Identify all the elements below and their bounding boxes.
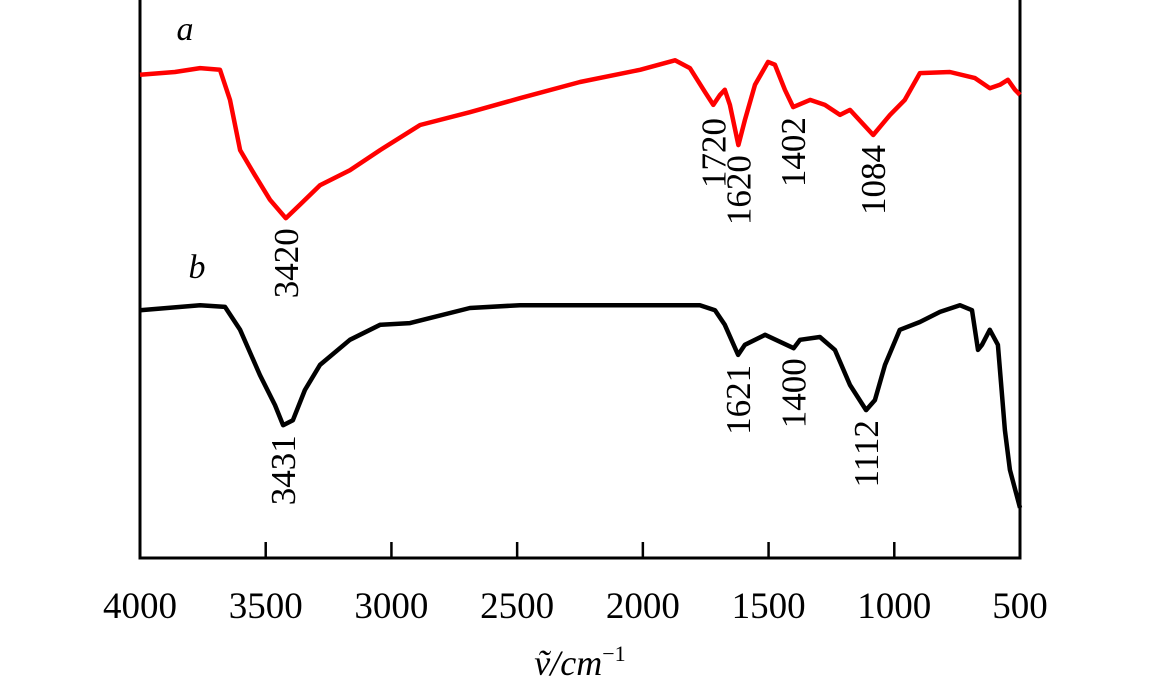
series-label-a: a: [177, 11, 194, 48]
peak-label: 1620: [719, 155, 758, 225]
x-axis-label-main: ṽ/cm: [534, 643, 602, 683]
x-tick-label: 2000: [606, 586, 680, 627]
peak-label: 1084: [854, 145, 893, 215]
peak-label: 1621: [719, 365, 758, 435]
axes: 4000 3500 3000 2500 2000 1500 1000 500: [103, 0, 1048, 627]
peak-label: 1112: [847, 420, 886, 487]
peak-label: 3420: [267, 228, 306, 298]
axis-frame: [138, 0, 1022, 560]
series-group: ab: [139, 11, 1023, 509]
x-axis-label: ṽ/cm−1: [534, 641, 625, 683]
x-tick-label: 2500: [480, 586, 554, 627]
peak-label: 1402: [774, 117, 813, 187]
peak-label: 1400: [775, 358, 814, 428]
x-tick-label: 3000: [354, 586, 428, 627]
x-axis-label-superscript: −1: [602, 641, 625, 666]
x-tick-label: 4000: [103, 586, 177, 627]
x-tick-label: 500: [992, 586, 1048, 627]
peak-label: 1720: [694, 118, 733, 188]
x-tick-label: 3500: [229, 586, 303, 627]
peak-label: 3431: [264, 435, 303, 505]
x-tick-label: 1500: [732, 586, 806, 627]
series-label-b: b: [189, 249, 206, 286]
series-line-a: [139, 58, 1022, 221]
x-tick-label: 1000: [857, 586, 931, 627]
series-line-b: [139, 302, 1023, 509]
